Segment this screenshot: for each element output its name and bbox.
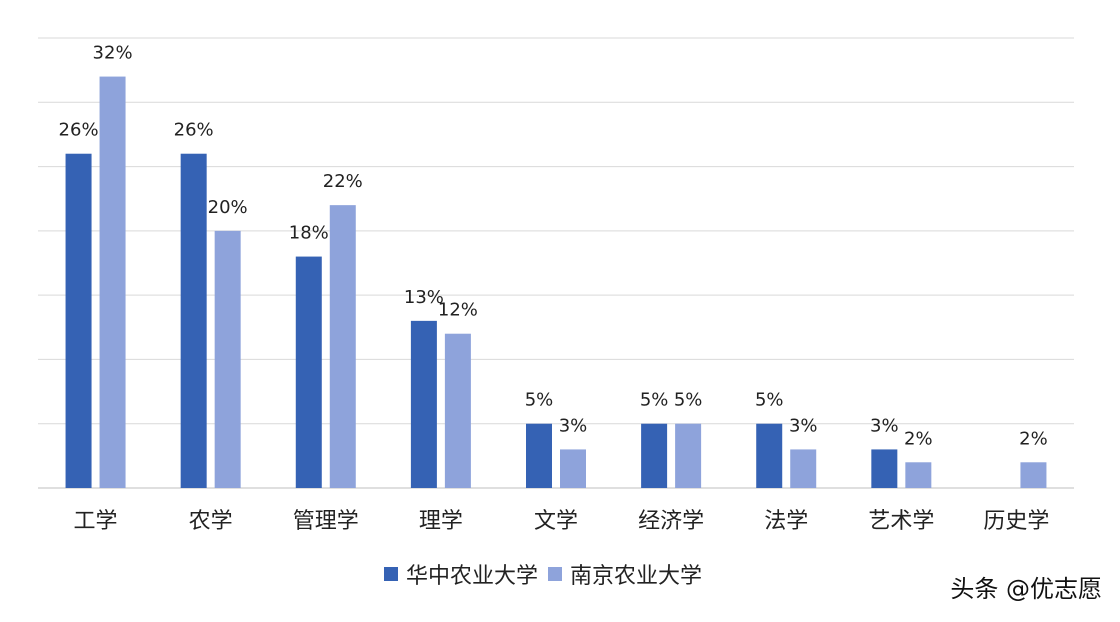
x-tick-labels: 工学 农学 管理学 理学 文学 经济学 法学 艺术学 历史学 (74, 509, 1050, 534)
value-labels: 26%32%26%20%18%22%13%12%5%3%5% 5% 5%3% 3%2%… (59, 43, 1048, 450)
legend-item-hzau: 华中农业大学 (384, 558, 538, 590)
x-tick-label: 经济学 (638, 509, 704, 534)
x-tick-label: 理学 (419, 509, 463, 534)
bar-njau (99, 76, 126, 489)
data-label: 13% (404, 287, 444, 308)
bar-hzau (871, 449, 898, 488)
source-credit: 头条 @优志愿 (950, 575, 1102, 603)
bar-chart: 26%32%26%20%18%22%13%12%5%3%5% 5% 5%3% 3%2%… (38, 37, 1074, 534)
data-label: 3% (870, 415, 899, 436)
bar-njau (560, 449, 586, 488)
legend-label-hzau: 华中农业大学 (406, 564, 539, 589)
data-label: 26% (59, 120, 99, 141)
legend-swatch-hzau (384, 567, 398, 581)
data-label: 22% (323, 171, 363, 192)
data-label: 5% (755, 390, 784, 411)
data-label: 2% (1019, 428, 1048, 449)
x-tick-label: 法学 (764, 509, 808, 534)
bar-njau (675, 423, 702, 488)
data-label: 2% (904, 428, 933, 449)
legend: 华中农业大学 南京农业大学 (384, 558, 712, 590)
legend-swatch-njau (548, 567, 563, 581)
bar-njau (444, 333, 471, 488)
bar-njau (329, 205, 356, 488)
legend-item-njau: 南京农业大学 (548, 558, 702, 590)
data-label: 5% (640, 390, 669, 411)
data-label: 3% (559, 415, 588, 436)
data-label: 32% (93, 43, 133, 64)
bar-hzau (526, 423, 552, 488)
data-label: 18% (289, 223, 329, 244)
x-tick-label: 文学 (534, 509, 578, 534)
x-tick-label: 历史学 (983, 509, 1049, 534)
data-label: 5% (674, 390, 703, 411)
bar-hzau (756, 423, 783, 488)
gridlines (38, 37, 1074, 489)
data-label: 5% (525, 390, 554, 411)
bar-njau (905, 462, 932, 488)
x-tick-label: 艺术学 (868, 509, 934, 534)
bar-njau (790, 449, 817, 488)
bar-njau (214, 230, 241, 488)
bar-njau (1020, 462, 1047, 488)
legend-label-njau: 南京农业大学 (570, 564, 703, 589)
bar-hzau (410, 320, 437, 488)
bar-hzau (641, 423, 668, 488)
bar-hzau (180, 153, 207, 488)
bar-hzau (65, 153, 92, 488)
x-tick-label: 管理学 (293, 509, 359, 534)
bar-hzau (295, 256, 322, 488)
bars (65, 76, 1047, 489)
data-label: 20% (208, 197, 248, 218)
x-tick-label: 农学 (189, 509, 233, 534)
x-tick-label: 工学 (74, 509, 118, 534)
data-label: 26% (174, 120, 214, 141)
data-label: 3% (789, 415, 818, 436)
data-label: 12% (438, 300, 478, 321)
